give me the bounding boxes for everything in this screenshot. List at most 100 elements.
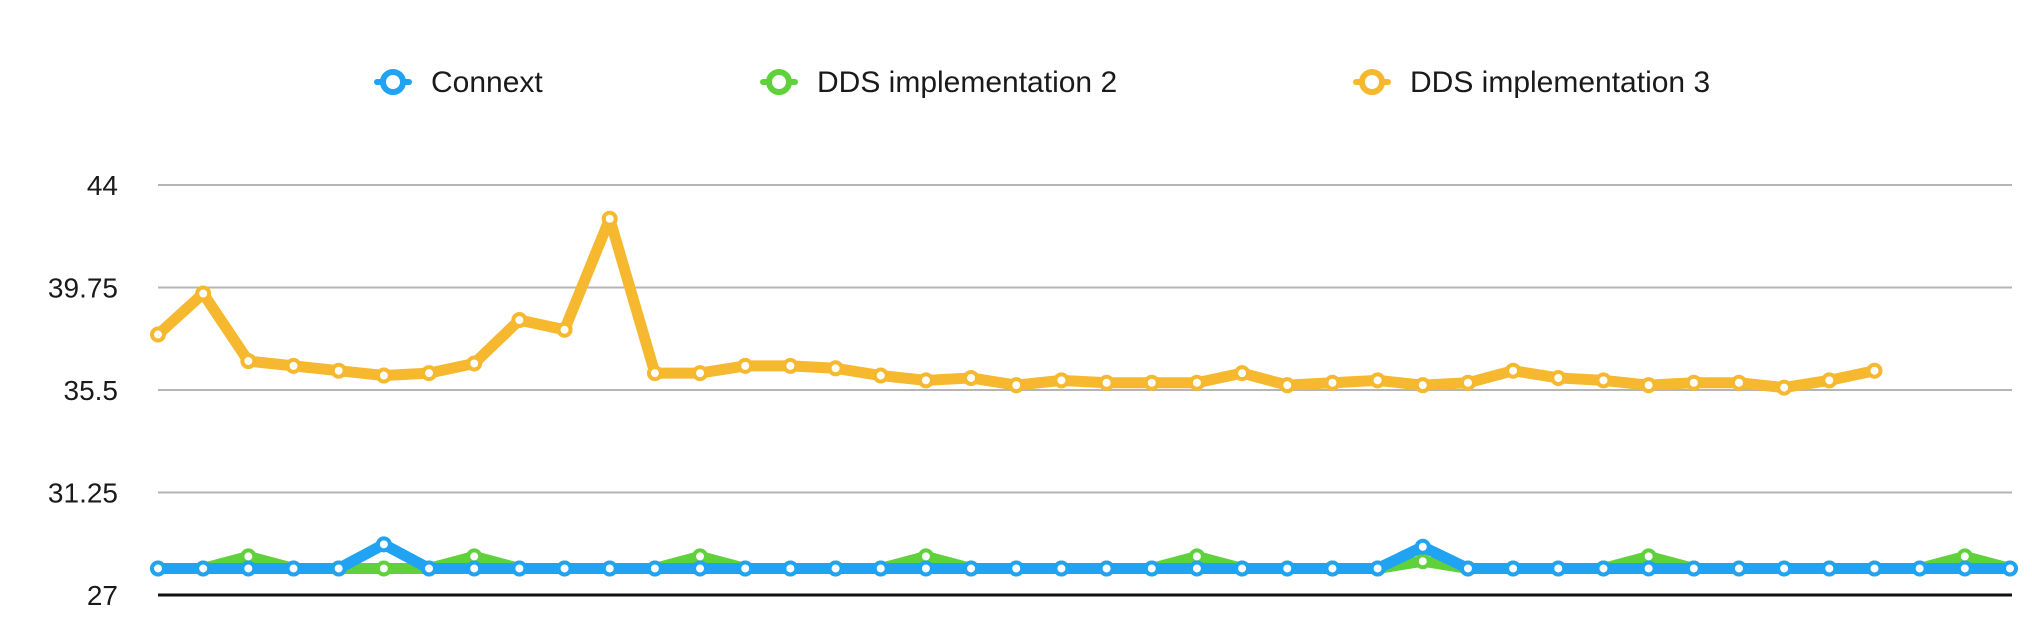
data-point (2002, 560, 2018, 577)
legend-label: DDS implementation 2 (817, 66, 1117, 99)
data-point (1550, 560, 1567, 577)
data-point (1776, 560, 1793, 577)
data-point (692, 365, 709, 382)
data-point (1595, 372, 1612, 389)
data-point (1098, 374, 1115, 391)
data-point (1550, 369, 1567, 386)
series-line (152, 213, 1880, 394)
data-point (240, 560, 257, 577)
y-tick-label: 27 (87, 580, 118, 611)
data-point (1234, 365, 1251, 382)
y-tick-label: 39.75 (48, 273, 118, 304)
legend-marker-icon (380, 69, 406, 95)
data-point (782, 357, 799, 374)
data-point (1956, 560, 1973, 577)
data-point (646, 365, 663, 382)
y-tick-label: 44 (87, 170, 118, 201)
data-point (1640, 560, 1657, 577)
data-point (375, 560, 392, 577)
data-point (1776, 379, 1793, 396)
data-point (1143, 560, 1160, 577)
legend-marker-icon (766, 69, 792, 95)
data-point (1414, 377, 1431, 394)
data-point (1414, 553, 1431, 570)
data-point (917, 560, 934, 577)
data-point (240, 353, 257, 370)
data-point (1008, 560, 1025, 577)
data-point (1821, 372, 1838, 389)
data-point (1505, 362, 1522, 379)
data-point (872, 367, 889, 384)
data-point (1053, 372, 1070, 389)
data-point (1279, 377, 1296, 394)
data-point (150, 326, 166, 343)
data-point (1188, 560, 1205, 577)
data-point (737, 357, 754, 374)
data-point (1640, 377, 1657, 394)
data-point (1911, 560, 1928, 577)
data-point (1730, 560, 1747, 577)
data-point (963, 560, 980, 577)
data-point (1324, 374, 1341, 391)
data-point (556, 321, 573, 338)
series-dds-implementation-3 (150, 210, 1883, 396)
data-point (1866, 560, 1883, 577)
data-point (692, 560, 709, 577)
y-tick-label: 31.25 (48, 478, 118, 509)
data-point (827, 560, 844, 577)
data-point (782, 560, 799, 577)
data-point (1053, 560, 1070, 577)
legend-marker-icon (1359, 69, 1385, 95)
data-point (872, 560, 889, 577)
legend-item: DDS implementation 3 (1353, 66, 1710, 99)
data-point (1234, 560, 1251, 577)
data-point (1685, 374, 1702, 391)
data-point (646, 560, 663, 577)
data-point (375, 536, 392, 553)
y-axis-tick-labels: 27 31.25 35.5 39.75 44 (48, 170, 118, 611)
data-point (1143, 374, 1160, 391)
data-point (1369, 560, 1386, 577)
data-point (466, 355, 483, 372)
data-point (330, 362, 347, 379)
data-point (195, 285, 212, 302)
data-point (917, 372, 934, 389)
data-point (1324, 560, 1341, 577)
data-point (285, 357, 302, 374)
data-point (963, 369, 980, 386)
legend-item: Connext (374, 66, 543, 99)
data-point (1685, 560, 1702, 577)
data-point (285, 560, 302, 577)
grid-lines (158, 184, 2012, 597)
data-point (1279, 560, 1296, 577)
data-point (150, 560, 166, 577)
data-point (330, 560, 347, 577)
data-point (601, 210, 618, 227)
legend-label: Connext (431, 66, 543, 99)
data-point (737, 560, 754, 577)
data-point (421, 560, 438, 577)
legend-item: DDS implementation 2 (760, 66, 1117, 99)
data-point (375, 367, 392, 384)
data-point (1188, 374, 1205, 391)
data-point (1595, 560, 1612, 577)
data-point (1008, 377, 1025, 394)
data-point (511, 560, 528, 577)
data-point (556, 560, 573, 577)
series-lines (150, 210, 2018, 577)
data-point (1369, 372, 1386, 389)
data-point (421, 365, 438, 382)
data-point (1505, 560, 1522, 577)
legend: Connext DDS implementation 2 DDS implement… (374, 66, 1710, 99)
data-point (827, 360, 844, 377)
data-point (511, 312, 528, 329)
data-point (1459, 560, 1476, 577)
data-point (1414, 538, 1431, 555)
data-point (1098, 560, 1115, 577)
data-point (1459, 374, 1476, 391)
legend-label: DDS implementation 3 (1410, 66, 1710, 99)
data-point (1730, 374, 1747, 391)
data-point (466, 560, 483, 577)
